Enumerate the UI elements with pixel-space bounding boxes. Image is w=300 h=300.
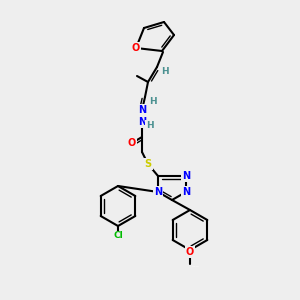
- Text: N: N: [138, 117, 146, 127]
- Text: O: O: [186, 247, 194, 257]
- Text: OMe label: OMe label: [192, 266, 199, 267]
- Text: O: O: [128, 138, 136, 148]
- Text: Cl: Cl: [113, 232, 123, 241]
- Text: N: N: [182, 187, 190, 197]
- Text: N: N: [154, 187, 162, 197]
- Text: O: O: [132, 43, 140, 53]
- Text: H: H: [146, 121, 154, 130]
- Text: N: N: [182, 171, 190, 181]
- Text: S: S: [144, 159, 152, 169]
- Text: H: H: [149, 98, 157, 106]
- Text: N: N: [138, 105, 146, 115]
- Text: H: H: [161, 68, 169, 76]
